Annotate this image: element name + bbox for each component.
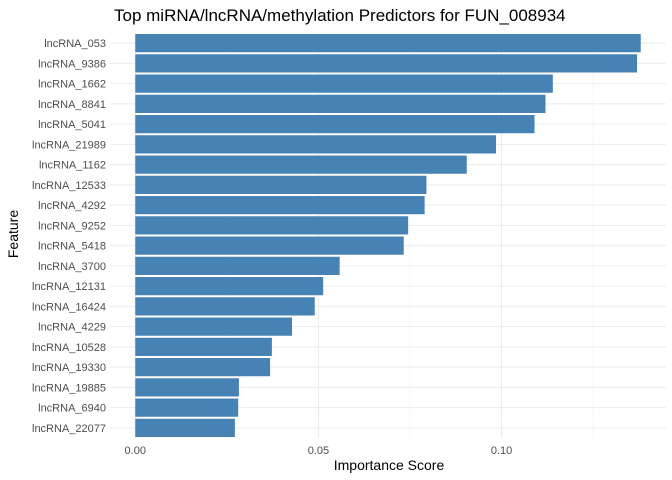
bar [135, 74, 553, 93]
bar [135, 418, 235, 437]
bar [135, 94, 546, 113]
x-tick-label: 0.10 [491, 445, 512, 457]
bar [135, 256, 340, 275]
y-tick-label: lncRNA_6940 [38, 403, 106, 415]
bar [135, 236, 404, 255]
y-tick-label: lncRNA_19330 [32, 362, 106, 374]
y-tick-labels: lncRNA_053 lncRNA_9386 lncRNA_1662 lncRNA_8… [32, 38, 106, 435]
x-tick-label: 0.00 [125, 445, 146, 457]
bar [135, 54, 638, 73]
bar [135, 297, 315, 316]
grid-layer [110, 33, 666, 438]
y-tick-label: lncRNA_19885 [32, 382, 106, 394]
x-tick-labels: 0.00 0.05 0.10 [125, 445, 513, 457]
y-tick-label: lncRNA_5041 [38, 119, 106, 131]
y-tick-label: lncRNA_16424 [32, 301, 106, 313]
bar [135, 317, 293, 336]
x-tick-label: 0.05 [308, 445, 329, 457]
y-axis-title: Feature [5, 210, 21, 258]
y-tick-label: lncRNA_053 [44, 38, 106, 50]
bar [135, 175, 427, 194]
y-tick-label: lncRNA_12131 [32, 281, 106, 293]
y-tick-label: lncRNA_12533 [32, 180, 106, 192]
y-tick-label: lncRNA_1662 [38, 79, 106, 91]
y-tick-label: lncRNA_4292 [38, 200, 106, 212]
bar [135, 358, 271, 377]
y-tick-label: lncRNA_9252 [38, 220, 106, 232]
y-tick-label: lncRNA_22077 [32, 423, 106, 435]
chart-title: Top miRNA/lncRNA/methylation Predictors … [114, 6, 566, 25]
bar [135, 216, 409, 235]
y-tick-label: lncRNA_9386 [38, 58, 106, 70]
y-tick-label: lncRNA_5418 [38, 241, 106, 253]
bar [135, 378, 239, 397]
y-tick-label: lncRNA_21989 [32, 139, 106, 151]
bar [135, 196, 425, 215]
bar [135, 337, 272, 356]
y-tick-label: lncRNA_4229 [38, 322, 106, 334]
bar [135, 34, 641, 53]
bar [135, 135, 497, 154]
bar [135, 115, 535, 134]
bar [135, 155, 467, 174]
bar [135, 277, 324, 296]
y-tick-label: lncRNA_8841 [38, 99, 106, 111]
bar [135, 398, 239, 417]
bar-layer [135, 34, 641, 437]
y-tick-label: lncRNA_1162 [39, 160, 106, 172]
x-axis-title: Importance Score [334, 457, 445, 473]
y-tick-label: lncRNA_10528 [32, 342, 106, 354]
y-tick-label: lncRNA_3700 [38, 261, 106, 273]
